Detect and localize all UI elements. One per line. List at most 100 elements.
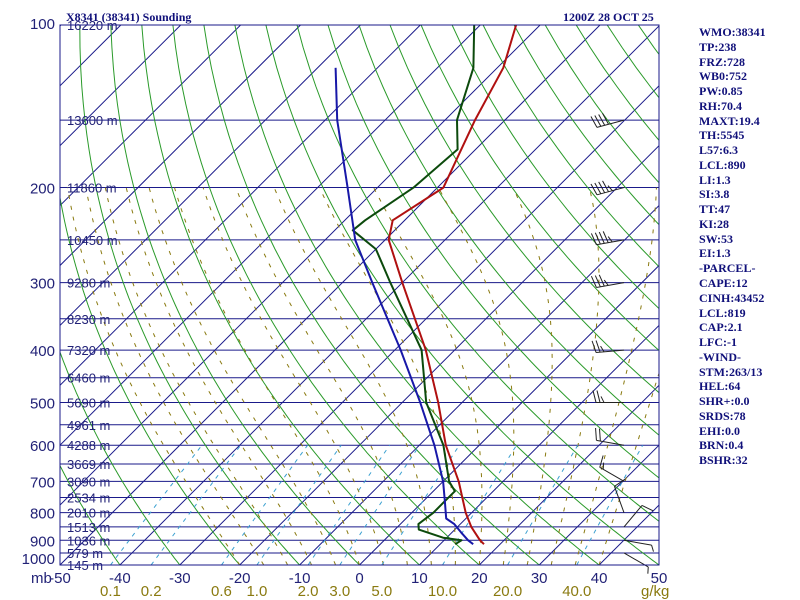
index-value: SHR+:0.0 (699, 394, 750, 409)
mixing-ratio-line (307, 444, 391, 565)
dry-adiabat-line (265, 25, 659, 565)
temperature-tick-label: -40 (109, 570, 131, 587)
temperature-tick-label: 30 (531, 570, 548, 587)
mixing-ratio-tick-label: 40.0 (562, 583, 591, 600)
isotherm-line (60, 25, 182, 147)
isotherm-line (419, 324, 659, 565)
index-value: SRDS:78 (699, 408, 746, 423)
dry-adiabat-line (79, 25, 300, 565)
wind-barb (590, 180, 625, 196)
wind-barb-flag (614, 479, 625, 487)
index-value: HEL:64 (699, 379, 741, 394)
isotherm-line (60, 25, 241, 207)
moist-adiabat-line (598, 371, 659, 565)
moist-adiabat-line (202, 187, 384, 565)
moist-adiabat-line (174, 187, 360, 565)
wind-barb-flag (602, 113, 609, 125)
mixing-ratio-line (507, 444, 579, 565)
mixing-ratio-tick-label: 2.0 (298, 583, 319, 600)
mixing-ratio-line (339, 444, 421, 565)
pressure-tick-label: 600 (30, 438, 55, 455)
index-value: CAPE:12 (699, 276, 748, 291)
index-value: TH:5545 (699, 128, 745, 143)
mixing-ratio-line (576, 444, 644, 565)
temperature-tick-label: -50 (49, 570, 71, 587)
moist-adiabat-line (318, 187, 456, 565)
wind-barb (623, 504, 654, 528)
index-value: BRN:0.4 (699, 438, 744, 453)
isotherm-line (60, 25, 481, 446)
index-value: WB0:752 (699, 69, 747, 84)
isotherm-line (478, 384, 659, 565)
pressure-tick-label: 800 (30, 506, 55, 523)
isotherm-line (60, 25, 421, 387)
wind-barb-flag (598, 231, 605, 244)
moist-adiabat-line (235, 187, 408, 565)
station-title: X8341 (38341) Sounding (66, 10, 191, 24)
height-label: 5690 m (67, 395, 110, 410)
height-label: 579 m (67, 546, 103, 561)
height-label: 13600 m (67, 113, 118, 128)
index-value: LI:1.3 (699, 172, 731, 187)
wind-barb-flag (600, 345, 605, 353)
wind-barb-flag (592, 390, 597, 403)
wind-barb-staff (596, 119, 625, 128)
wind-barb-flag (595, 427, 597, 441)
dry-adiabat-line (420, 25, 659, 352)
wind-barb-flag (595, 340, 601, 353)
pressure-unit-label: mb (31, 570, 52, 587)
height-label: 11860 m (67, 181, 117, 196)
temperature-tick-label: 50 (651, 570, 668, 587)
isotherm-line (538, 444, 659, 565)
index-value: L57:6.3 (699, 143, 738, 158)
dry-adiabat-line (327, 25, 659, 479)
wind-barb-flag (607, 185, 613, 191)
pressure-tick-label: 400 (30, 343, 55, 360)
pressure-tick-label: 700 (30, 474, 55, 491)
wind-barb-flag (590, 233, 597, 245)
pressure-tick-label: 300 (30, 276, 55, 293)
height-label: 2010 m (67, 506, 110, 521)
wind-barb-staff (596, 349, 625, 354)
temperature-tick-label: -20 (229, 570, 251, 587)
temperature-profile-line (387, 25, 518, 545)
time-title: 1200Z 28 OCT 25 (563, 10, 654, 24)
moist-adiabat-line (125, 187, 313, 565)
index-value: LCL:890 (699, 157, 746, 172)
isotherm-line (239, 144, 659, 565)
mixing-ratio-line (221, 444, 309, 565)
wind-barb-flag (651, 545, 654, 552)
index-value: KI:28 (699, 216, 729, 231)
height-label: 2534 m (67, 491, 110, 506)
moist-adiabat-line (373, 187, 483, 565)
wind-barb-staff (623, 539, 652, 546)
wind-barb-flag (603, 279, 609, 286)
wind-barb-flag (598, 181, 606, 193)
wind-barb (595, 427, 625, 446)
mixing-ratio-line (150, 444, 242, 565)
wind-barb-flag (600, 396, 605, 403)
mixing-ratio-tick-label: 10.0 (428, 583, 457, 600)
index-value: -PARCEL- (699, 261, 756, 276)
wind-barb-flag (591, 340, 597, 353)
mixing-ratio-tick-label: 0.1 (100, 583, 121, 600)
isotherm-line (60, 25, 541, 506)
chart-series (334, 25, 518, 546)
mixing-ratio-line (442, 444, 518, 565)
moist-adiabat-line (574, 187, 657, 565)
dry-adiabat-line (296, 25, 659, 522)
wind-barb (613, 479, 625, 513)
pressure-tick-label: 100 (30, 16, 55, 33)
index-value: CINH:43452 (699, 290, 765, 305)
temperature-tick-label: 0 (355, 570, 363, 587)
wind-barb-flag (598, 428, 601, 442)
dry-adiabat-line (203, 25, 540, 565)
wind-barb-staff (596, 439, 625, 446)
index-value: -WIND- (699, 349, 741, 364)
temperature-tick-label: -30 (169, 570, 191, 587)
isotherm-line (0, 25, 1, 565)
height-label: 10450 m (67, 233, 118, 248)
wind-barb-staff (596, 239, 625, 246)
